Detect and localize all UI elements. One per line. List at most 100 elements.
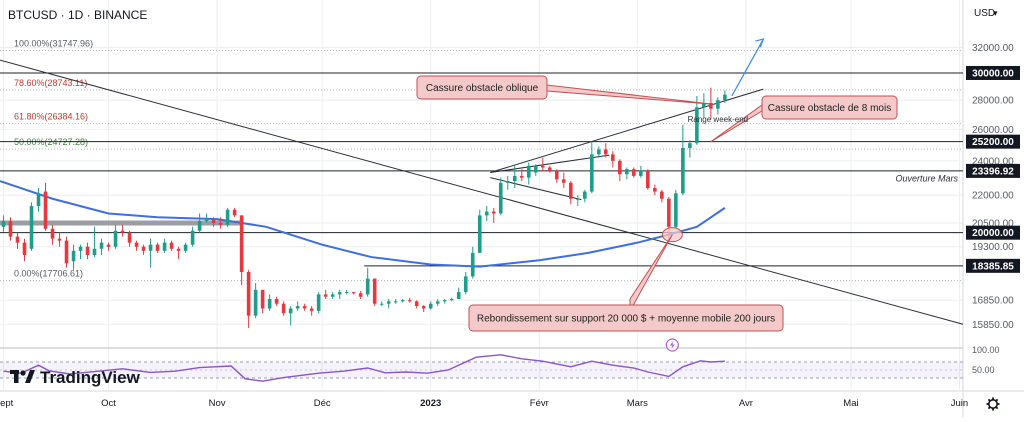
candle-body	[295, 306, 300, 309]
candle-body	[344, 292, 349, 294]
candle-body	[253, 289, 258, 316]
callout-text: Cassure obstacle de 8 mois	[768, 103, 891, 114]
candle-body	[36, 193, 41, 207]
ouverture-mars-label: Ouverture Mars	[895, 174, 958, 184]
candle-body	[99, 242, 104, 249]
candle-body	[162, 242, 167, 251]
target-arrow-head	[755, 38, 765, 48]
fib-level-label: 100.00%(31747.96)	[14, 39, 93, 49]
lightning-icon-bolt	[669, 341, 675, 349]
rsi-line	[3, 354, 725, 382]
candle-body	[646, 170, 650, 189]
time-tick-label: 2023	[420, 398, 441, 409]
candle-body	[632, 169, 636, 176]
candle-body	[484, 211, 489, 216]
candle-body	[211, 219, 216, 223]
fib-level-label: 78.60%(28743.11)	[14, 78, 87, 88]
price-tick-label: 26000.00	[972, 125, 1014, 136]
tradingview-logo-icon	[10, 370, 35, 383]
candle-body	[134, 242, 139, 247]
candle-body	[288, 308, 293, 314]
candle-body	[400, 300, 405, 302]
candle-body	[386, 301, 391, 304]
currency-label[interactable]: USD	[974, 8, 995, 19]
candle-body	[681, 147, 685, 194]
candle-body	[260, 289, 265, 309]
candle-body	[22, 242, 27, 255]
time-tick-label: Nov	[209, 398, 226, 409]
candle-body	[561, 179, 566, 183]
candle-body	[106, 244, 111, 247]
time-axis[interactable]: Sept Oct Nov Déc 2023 Févr Mars Avr Mai Juin	[0, 398, 968, 409]
callout-text: Cassure obstacle oblique	[426, 83, 539, 94]
rsi-tick-label: 50.00	[972, 365, 995, 375]
candle-body	[225, 209, 230, 225]
candle-body	[702, 102, 706, 108]
candle-body	[113, 230, 118, 247]
currency-caret-icon[interactable]: ▾	[993, 8, 998, 18]
price-tick-label: 19300.00	[972, 242, 1014, 253]
candle-body	[232, 209, 237, 216]
range-weekend-label: Range week-end	[688, 115, 748, 124]
callout-box	[468, 304, 784, 332]
candle-body	[688, 143, 692, 148]
time-tick-label: Mai	[843, 398, 858, 409]
candle-body	[176, 248, 181, 251]
price-level-badge-text: 18385.85	[972, 261, 1014, 272]
candle-body	[358, 293, 363, 297]
candle-body	[57, 238, 62, 241]
candle-body	[64, 240, 69, 264]
candle-body	[127, 232, 132, 243]
chart-title: BTCUSD · 1D · BINANCE	[8, 8, 147, 22]
gear-icon[interactable]	[986, 397, 1000, 411]
candles	[1, 87, 727, 329]
candle-body	[372, 278, 377, 304]
tradingview-logo[interactable]: TradingView	[10, 368, 141, 387]
rsi-tick-label: 100.00	[972, 345, 1000, 355]
candle-body	[618, 160, 622, 175]
candle-body	[716, 100, 720, 109]
currency-selector[interactable]: USD ▾	[974, 8, 998, 19]
candle-body	[169, 242, 174, 249]
candle-body	[470, 252, 475, 277]
candle-body	[491, 211, 496, 214]
candle-body	[323, 294, 328, 297]
candle-body	[611, 154, 615, 161]
price-tick-label: 16850.00	[972, 296, 1014, 307]
fib-level-label: 0.00%(17706.61)	[14, 269, 83, 279]
candle-body	[625, 169, 629, 175]
candle-body	[204, 219, 209, 222]
candle-body	[8, 221, 13, 237]
time-tick-label: Avr	[739, 398, 753, 409]
candle-body	[414, 301, 419, 307]
time-tick-label: Mars	[627, 398, 648, 409]
candle-body	[533, 165, 538, 173]
time-tick-label: Juin	[951, 398, 968, 409]
tradingview-logo-text: TradingView	[40, 368, 141, 387]
candle-body	[141, 246, 146, 251]
candle-body	[576, 198, 580, 200]
candle-body	[50, 228, 55, 239]
price-tick-label: 32000.00	[972, 43, 1014, 54]
candle-body	[246, 272, 251, 316]
callout-text: Rebondissement sur support 20 000 $ + mo…	[477, 314, 775, 325]
candle-body	[78, 246, 83, 251]
price-axis[interactable]: 32000.00 30000.00 28000.00 26000.0025200.00…	[966, 43, 1020, 331]
candle-body	[71, 250, 76, 262]
callout-box	[761, 95, 898, 120]
candle-body	[239, 215, 244, 273]
trendline-range-upper	[490, 154, 610, 174]
price-tick-label: 24000.00	[972, 156, 1014, 167]
annotations: Cassure obstacle oblique Cassure obstacle…	[416, 38, 958, 332]
price-tick-label: 28000.00	[972, 96, 1014, 107]
price-level-badge-text: 20000.00	[972, 228, 1014, 239]
candle-body	[667, 198, 671, 227]
time-tick-label: Oct	[101, 398, 116, 409]
price-tick-label: 22000.00	[972, 191, 1014, 202]
candle-body	[463, 276, 468, 293]
candle-body	[15, 236, 20, 243]
candle-body	[583, 191, 587, 199]
candle-body	[218, 222, 223, 225]
trendline-descending-resistance	[0, 59, 964, 325]
